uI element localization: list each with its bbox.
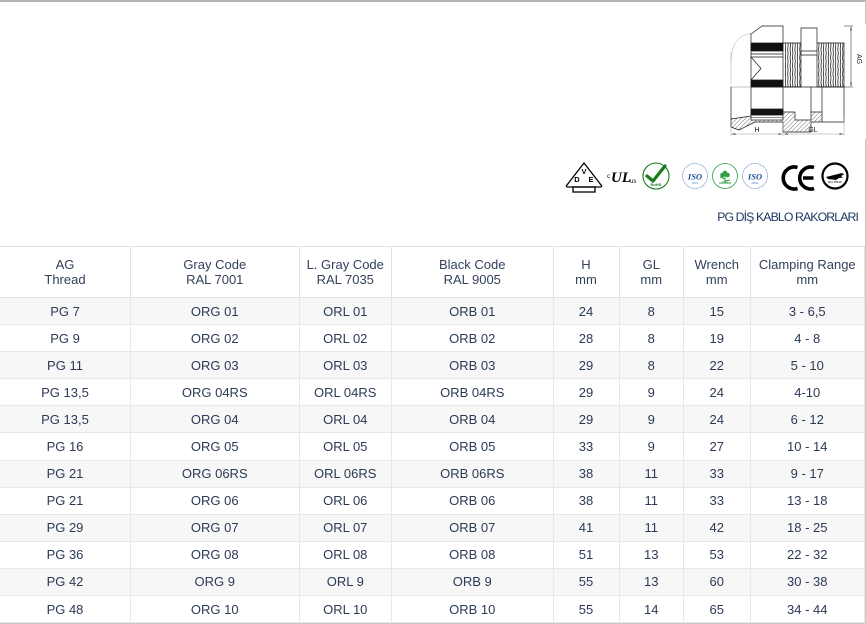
svg-text:V: V	[581, 167, 586, 176]
svg-text:EN 45545: EN 45545	[828, 180, 842, 184]
svg-text:D: D	[574, 175, 580, 184]
svg-text:RoHS: RoHS	[651, 182, 662, 187]
svg-text:ISO: ISO	[747, 172, 762, 182]
svg-text:GL: GL	[808, 127, 817, 134]
svg-text:c: c	[607, 174, 610, 180]
svg-text:9001: 9001	[692, 181, 698, 185]
svg-text:45001: 45001	[751, 181, 759, 185]
svg-text:H: H	[754, 127, 759, 134]
svg-text:ISO: ISO	[687, 172, 702, 182]
svg-text:E: E	[588, 175, 593, 184]
svg-text:us: us	[630, 179, 636, 185]
svg-text:AG: AG	[855, 54, 862, 64]
svg-text:UL: UL	[611, 170, 631, 186]
svg-text:14001: 14001	[722, 181, 729, 183]
